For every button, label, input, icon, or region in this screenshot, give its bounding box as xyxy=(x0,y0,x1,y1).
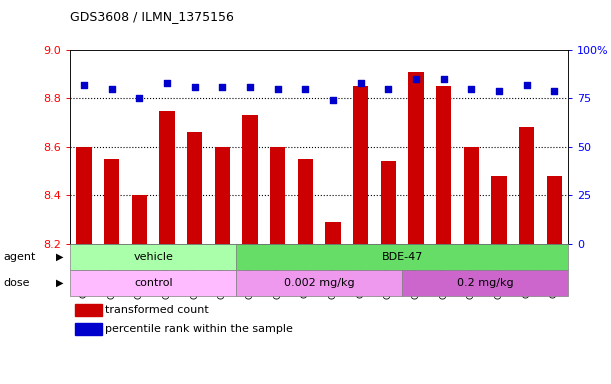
Bar xyxy=(270,147,285,244)
Bar xyxy=(187,132,202,244)
Bar xyxy=(547,176,562,244)
Bar xyxy=(236,270,402,296)
Bar xyxy=(70,244,236,270)
Point xyxy=(384,86,393,92)
Bar xyxy=(215,147,230,244)
Bar xyxy=(75,323,102,335)
Bar xyxy=(519,127,535,244)
Bar xyxy=(353,86,368,244)
Point xyxy=(162,80,172,86)
Text: GSM496408: GSM496408 xyxy=(190,244,199,299)
Text: GSM496410: GSM496410 xyxy=(246,244,255,299)
Point xyxy=(79,82,89,88)
Bar xyxy=(464,147,479,244)
Text: GSM496413: GSM496413 xyxy=(329,244,338,299)
Text: control: control xyxy=(134,278,172,288)
Text: GSM496415: GSM496415 xyxy=(384,244,393,299)
Bar xyxy=(402,270,568,296)
Point xyxy=(245,84,255,90)
Text: GSM496405: GSM496405 xyxy=(108,244,116,299)
Text: agent: agent xyxy=(3,252,35,262)
Text: dose: dose xyxy=(3,278,29,288)
Bar xyxy=(436,86,452,244)
Point xyxy=(356,80,365,86)
Point xyxy=(273,86,283,92)
Point xyxy=(494,88,504,94)
Point xyxy=(134,95,144,101)
Text: transformed count: transformed count xyxy=(105,305,209,315)
Bar xyxy=(76,147,92,244)
Text: GDS3608 / ILMN_1375156: GDS3608 / ILMN_1375156 xyxy=(70,10,234,23)
Point xyxy=(439,76,448,82)
Bar xyxy=(70,270,236,296)
Text: GSM496420: GSM496420 xyxy=(522,244,531,298)
Bar xyxy=(381,161,396,244)
Bar xyxy=(491,176,507,244)
Text: GSM496417: GSM496417 xyxy=(439,244,448,299)
Bar xyxy=(298,159,313,244)
Text: GSM496416: GSM496416 xyxy=(412,244,420,299)
Point xyxy=(522,82,532,88)
Point xyxy=(328,97,338,103)
Text: GSM496412: GSM496412 xyxy=(301,244,310,298)
Bar xyxy=(132,195,147,244)
Point xyxy=(218,84,227,90)
Bar xyxy=(104,159,119,244)
Bar xyxy=(326,222,341,244)
Text: BDE-47: BDE-47 xyxy=(381,252,423,262)
Text: GSM496404: GSM496404 xyxy=(79,244,89,298)
Point xyxy=(107,86,117,92)
Point xyxy=(301,86,310,92)
Text: GSM496406: GSM496406 xyxy=(135,244,144,299)
Point xyxy=(190,84,200,90)
Text: GSM496414: GSM496414 xyxy=(356,244,365,298)
Text: 0.2 mg/kg: 0.2 mg/kg xyxy=(457,278,514,288)
Text: ▶: ▶ xyxy=(56,252,63,262)
Point xyxy=(467,86,477,92)
Point xyxy=(549,88,559,94)
Text: vehicle: vehicle xyxy=(133,252,173,262)
Text: GSM496411: GSM496411 xyxy=(273,244,282,299)
Text: percentile rank within the sample: percentile rank within the sample xyxy=(105,324,293,334)
Text: GSM496418: GSM496418 xyxy=(467,244,476,299)
Bar xyxy=(236,244,568,270)
Bar xyxy=(159,111,175,244)
Bar xyxy=(243,115,258,244)
Bar xyxy=(409,72,423,244)
Text: GSM496421: GSM496421 xyxy=(550,244,559,298)
Text: 0.002 mg/kg: 0.002 mg/kg xyxy=(284,278,354,288)
Text: GSM496407: GSM496407 xyxy=(163,244,172,299)
Text: ▶: ▶ xyxy=(56,278,63,288)
Text: GSM496409: GSM496409 xyxy=(218,244,227,299)
Point xyxy=(411,76,421,82)
Bar xyxy=(75,304,102,316)
Text: GSM496419: GSM496419 xyxy=(494,244,503,299)
